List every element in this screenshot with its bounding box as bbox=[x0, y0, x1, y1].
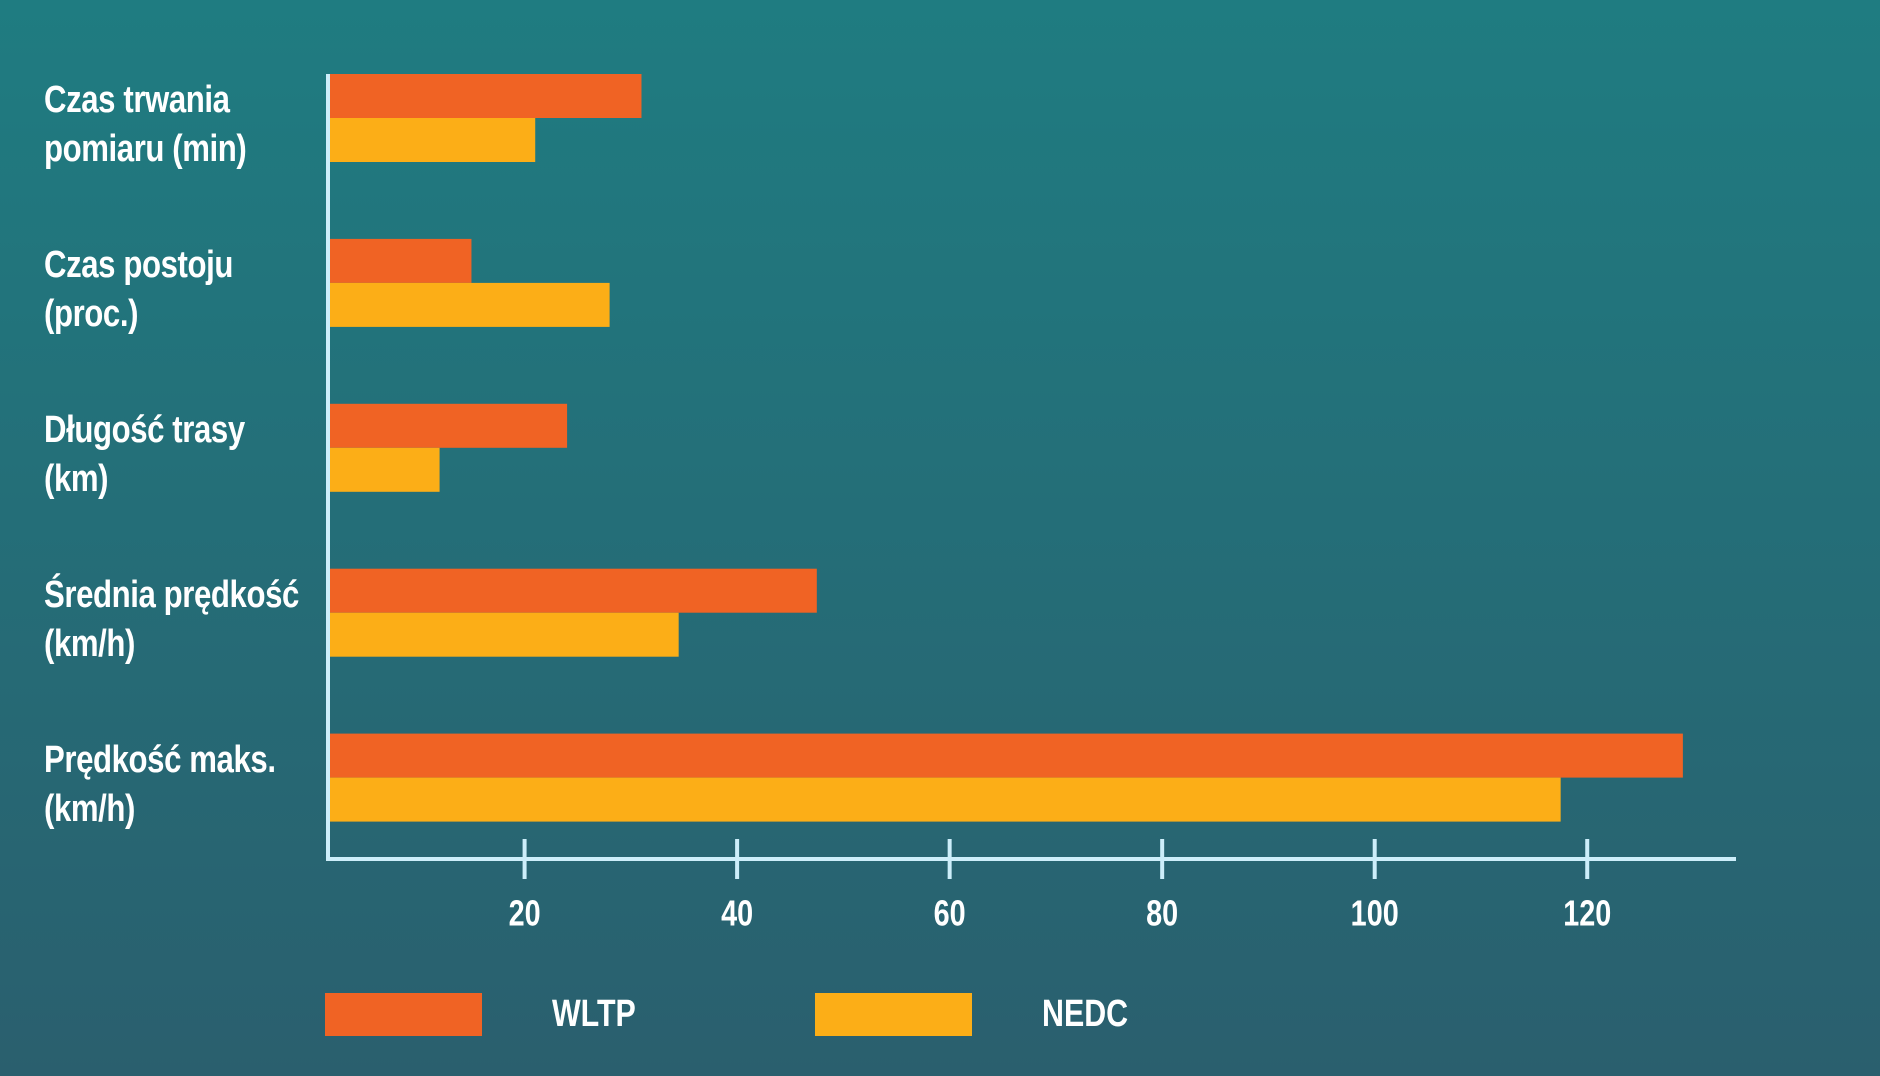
bar bbox=[328, 238, 472, 283]
bar bbox=[328, 74, 642, 118]
bar bbox=[328, 568, 817, 613]
bar bbox=[328, 777, 1561, 822]
category-label: Czas trwania pomiaru (min) bbox=[44, 79, 247, 170]
legend-label: WLTP bbox=[552, 993, 636, 1035]
bar bbox=[328, 612, 679, 657]
legend-label: NEDC bbox=[1042, 993, 1128, 1035]
category-label: Prędkość maks. (km/h) bbox=[44, 738, 276, 830]
category-label: Czas postoju (proc.) bbox=[44, 243, 233, 335]
legend-swatch bbox=[325, 993, 482, 1036]
bar bbox=[328, 733, 1683, 778]
x-tick-label: 60 bbox=[934, 892, 966, 933]
x-tick-label: 80 bbox=[1146, 892, 1178, 933]
x-tick-label: 100 bbox=[1351, 892, 1399, 933]
x-tick-label: 40 bbox=[721, 892, 753, 933]
bar bbox=[328, 447, 440, 492]
bar bbox=[328, 282, 610, 327]
category-label: Długość trasy (km) bbox=[44, 408, 245, 500]
bar bbox=[328, 403, 568, 448]
x-tick-label: 120 bbox=[1563, 892, 1611, 933]
category-label: Średnia prędkość (km/h) bbox=[44, 573, 299, 665]
bar bbox=[328, 118, 536, 162]
x-tick-label: 20 bbox=[509, 892, 541, 933]
legend-swatch bbox=[815, 993, 972, 1036]
